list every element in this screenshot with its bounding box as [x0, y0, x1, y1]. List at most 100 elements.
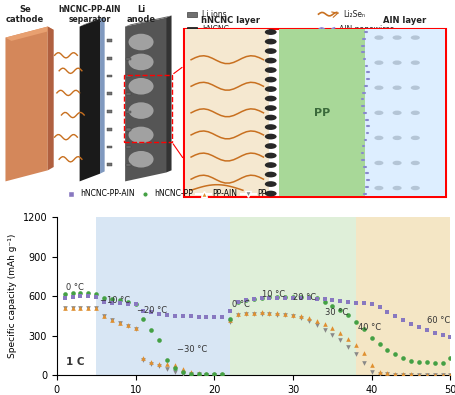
Point — [321, 321, 328, 327]
Point — [384, 347, 391, 353]
Text: 10 °C: 10 °C — [262, 290, 285, 299]
Point — [329, 297, 336, 303]
Circle shape — [411, 186, 420, 190]
Bar — [126, 58, 131, 60]
Point — [321, 296, 328, 303]
Point — [108, 317, 116, 324]
Point — [337, 307, 344, 313]
Text: PP: PP — [314, 108, 330, 118]
Polygon shape — [80, 17, 105, 26]
Point — [289, 312, 297, 318]
Point — [163, 361, 171, 368]
Point — [140, 316, 147, 322]
Point — [163, 312, 171, 318]
Polygon shape — [5, 26, 48, 181]
Point — [305, 318, 313, 324]
Text: 60 °C: 60 °C — [427, 316, 450, 325]
Point — [140, 357, 147, 363]
Point — [329, 325, 336, 331]
Text: −30 °C: −30 °C — [177, 345, 207, 354]
Text: 40 °C: 40 °C — [358, 324, 381, 332]
Circle shape — [265, 77, 277, 83]
Bar — [365, 29, 445, 196]
Point — [392, 371, 399, 378]
Circle shape — [374, 60, 384, 65]
Point — [313, 295, 320, 301]
Bar — [107, 40, 112, 42]
Point — [242, 297, 249, 303]
Point — [447, 334, 454, 340]
Point — [376, 369, 383, 375]
Point — [360, 359, 368, 366]
Point — [399, 316, 407, 323]
Point — [447, 372, 454, 378]
Bar — [126, 111, 131, 113]
Point — [156, 363, 163, 369]
Point — [132, 301, 139, 307]
Circle shape — [265, 105, 277, 111]
Point — [289, 294, 297, 301]
Point — [156, 361, 163, 367]
Bar — [107, 128, 112, 130]
Point — [85, 293, 92, 299]
Point — [408, 371, 415, 378]
Point — [227, 318, 234, 325]
Circle shape — [265, 96, 277, 102]
Point — [352, 318, 359, 325]
Circle shape — [265, 191, 277, 196]
Point — [148, 359, 155, 365]
Circle shape — [411, 86, 420, 90]
Bar — [230, 217, 356, 375]
Polygon shape — [100, 17, 105, 174]
Circle shape — [393, 60, 402, 65]
Point — [93, 305, 100, 312]
Point — [195, 371, 202, 378]
Circle shape — [393, 186, 402, 190]
Point — [211, 372, 218, 378]
Point — [384, 308, 391, 315]
Point — [313, 318, 320, 324]
Point — [227, 317, 234, 324]
Ellipse shape — [129, 151, 154, 167]
Point — [258, 309, 265, 316]
Point — [101, 313, 108, 320]
Point — [218, 371, 226, 377]
Text: anode: anode — [126, 15, 156, 24]
Point — [415, 359, 423, 365]
Point — [85, 290, 92, 296]
Point — [368, 335, 375, 341]
Point — [273, 312, 281, 318]
Bar — [107, 92, 112, 95]
Point — [132, 326, 139, 333]
Point — [195, 371, 202, 377]
Point — [61, 305, 68, 312]
Text: Li ions: Li ions — [202, 9, 227, 19]
Circle shape — [393, 161, 402, 165]
Point — [69, 305, 76, 311]
Point — [289, 313, 297, 320]
Ellipse shape — [129, 127, 154, 143]
Ellipse shape — [129, 54, 154, 70]
Circle shape — [411, 161, 420, 165]
Bar — [107, 145, 112, 148]
Point — [242, 297, 249, 303]
Point — [242, 311, 249, 318]
Polygon shape — [166, 15, 172, 173]
Bar — [107, 163, 112, 166]
Point — [266, 309, 273, 316]
Point — [368, 369, 375, 376]
Point — [187, 369, 194, 375]
Polygon shape — [125, 15, 172, 26]
Point — [258, 311, 265, 317]
Bar — [107, 57, 112, 60]
Point — [195, 370, 202, 376]
Point — [101, 294, 108, 301]
Point — [140, 308, 147, 314]
Point — [77, 305, 84, 311]
Point — [273, 310, 281, 316]
Circle shape — [265, 67, 277, 73]
Circle shape — [265, 115, 277, 120]
Point — [392, 371, 399, 377]
Point — [431, 372, 438, 378]
Point — [376, 304, 383, 310]
